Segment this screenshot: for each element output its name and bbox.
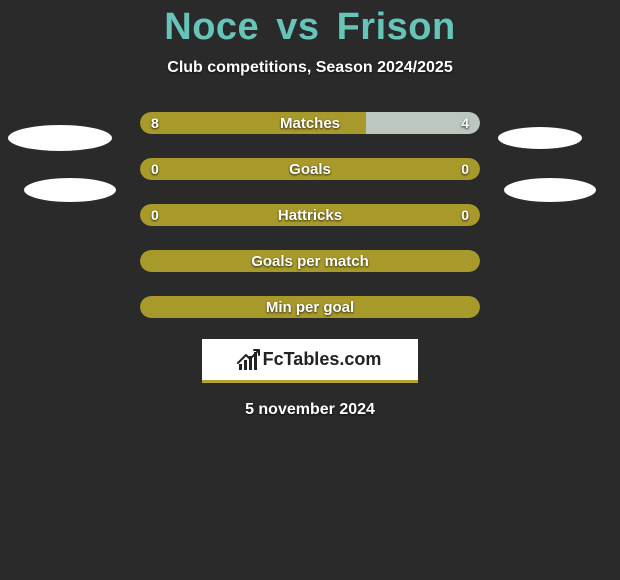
logo-box: FcTables.com <box>202 339 418 383</box>
stat-row: Goals per match <box>139 249 481 273</box>
stat-bar <box>139 157 481 181</box>
stat-row: 00Goals <box>139 157 481 181</box>
stat-bar <box>139 111 481 135</box>
logo-text: FcTables.com <box>263 349 382 370</box>
stat-value-left: 0 <box>151 203 159 227</box>
decorative-ellipse <box>8 125 112 151</box>
stat-value-right: 0 <box>461 203 469 227</box>
stat-bar <box>139 203 481 227</box>
title-vs: vs <box>276 6 319 48</box>
stat-bar-left <box>140 112 368 134</box>
stat-bar-fill <box>140 158 480 180</box>
title: Noce vs Frison <box>0 0 620 49</box>
logo-arrow-icon <box>237 348 261 366</box>
stat-value-right: 0 <box>461 157 469 181</box>
bar-chart-icon <box>239 350 257 370</box>
decorative-ellipse <box>24 178 116 202</box>
title-player1: Noce <box>164 6 259 48</box>
date-text: 5 november 2024 <box>0 401 620 419</box>
infographic-container: Noce vs Frison Club competitions, Season… <box>0 0 620 580</box>
stat-row: 00Hattricks <box>139 203 481 227</box>
stat-value-left: 8 <box>151 111 159 135</box>
decorative-ellipse <box>498 127 582 149</box>
subtitle: Club competitions, Season 2024/2025 <box>0 59 620 77</box>
stat-bar <box>139 249 481 273</box>
stat-bar-fill <box>140 250 480 272</box>
stat-value-right: 4 <box>461 111 469 135</box>
stat-bar-fill <box>140 204 480 226</box>
stat-row: Min per goal <box>139 295 481 319</box>
stat-value-left: 0 <box>151 157 159 181</box>
stat-row: 84Matches <box>139 111 481 135</box>
stat-bar-fill <box>140 296 480 318</box>
title-player2: Frison <box>337 6 456 48</box>
stat-bar <box>139 295 481 319</box>
decorative-ellipse <box>504 178 596 202</box>
